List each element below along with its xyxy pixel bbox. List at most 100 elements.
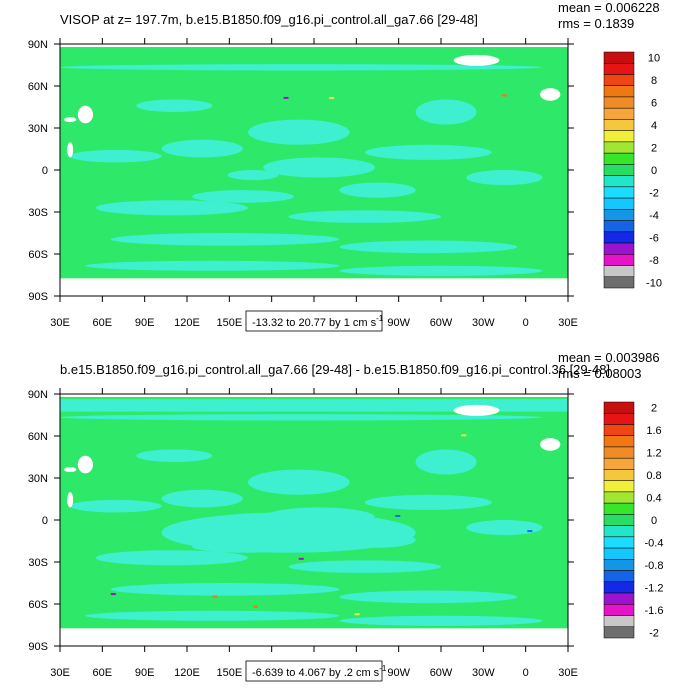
no-data-region bbox=[60, 44, 568, 48]
x-tick-label: 120E bbox=[174, 317, 200, 329]
colorbar-swatch bbox=[603, 514, 635, 526]
land-mask bbox=[540, 438, 561, 451]
anomaly-region bbox=[192, 190, 294, 203]
x-tick-label: 30W bbox=[472, 317, 495, 329]
colorbar-label: 2 bbox=[651, 403, 657, 415]
anomaly-region bbox=[95, 200, 248, 216]
colorbar-swatch bbox=[603, 141, 635, 154]
anomaly-region bbox=[136, 449, 213, 463]
land-mask bbox=[67, 142, 74, 158]
chart-panel-1: 30E60E90E120E150E180150W120W90W60W30W030… bbox=[28, 0, 662, 332]
x-tick-label: 150E bbox=[216, 667, 242, 679]
colorbar-label: -1.6 bbox=[645, 605, 664, 617]
land-mask bbox=[77, 105, 94, 124]
x-tick-label: 0 bbox=[523, 667, 529, 679]
colorbar-swatch bbox=[603, 491, 635, 504]
x-tick-label: 90W bbox=[387, 667, 410, 679]
anomaly-region bbox=[364, 494, 492, 510]
x-tick-label: 120E bbox=[174, 667, 200, 679]
y-tick-label: 90S bbox=[28, 641, 48, 653]
data-point bbox=[283, 96, 289, 99]
y-tick-label: 30S bbox=[28, 557, 48, 569]
colorbar-swatch bbox=[603, 401, 635, 414]
x-tick-label: 30W bbox=[472, 667, 495, 679]
colorbar-label: 0.4 bbox=[646, 493, 661, 505]
anomaly-region bbox=[85, 260, 340, 271]
data-point bbox=[110, 593, 116, 596]
anomaly-region bbox=[161, 139, 243, 158]
colorbar-swatch bbox=[603, 547, 635, 560]
land-mask bbox=[540, 88, 561, 101]
land-mask bbox=[67, 492, 74, 508]
x-tick-label: 90E bbox=[135, 317, 155, 329]
anomaly-region bbox=[60, 399, 568, 412]
colorbar-label: -2 bbox=[649, 627, 659, 639]
chart-title: VISOP at z= 197.7m, b.e15.B1850.f09_g16.… bbox=[60, 12, 478, 27]
colorbar-swatch bbox=[603, 469, 635, 481]
y-tick-label: 90S bbox=[28, 291, 48, 303]
y-tick-label: 60N bbox=[28, 81, 48, 93]
colorbar-swatch bbox=[603, 276, 635, 289]
rms-stat: rms = 0.08003 bbox=[558, 366, 641, 381]
colorbar-swatch bbox=[603, 242, 635, 255]
colorbar-label: 4 bbox=[651, 120, 657, 132]
anomaly-region bbox=[59, 64, 543, 71]
x-tick-label: 60W bbox=[430, 317, 453, 329]
colorbar-label: 0.8 bbox=[646, 470, 661, 482]
anomaly-region bbox=[263, 157, 375, 178]
data-point bbox=[527, 530, 533, 533]
colorbar-swatch bbox=[603, 175, 635, 188]
colorbar-swatch bbox=[603, 424, 635, 436]
colorbar-swatch bbox=[603, 107, 635, 120]
colorbar-label: -1.2 bbox=[645, 582, 664, 594]
anomaly-region bbox=[110, 233, 340, 246]
colorbar-swatch bbox=[603, 209, 635, 221]
colorbar-swatch bbox=[603, 220, 635, 233]
land-mask bbox=[64, 467, 77, 473]
anomaly-region bbox=[364, 144, 492, 160]
range-label-box bbox=[245, 310, 383, 332]
x-tick-label: 60E bbox=[93, 667, 113, 679]
colorbar-swatch bbox=[603, 265, 635, 278]
colorbar-label: 2 bbox=[651, 143, 657, 155]
colorbar-swatch bbox=[603, 581, 635, 594]
no-data-region bbox=[60, 394, 568, 398]
x-tick-label: 0 bbox=[523, 317, 529, 329]
no-data-region bbox=[60, 278, 568, 296]
anomaly-region bbox=[339, 590, 518, 604]
land-mask bbox=[77, 455, 94, 474]
data-point bbox=[501, 94, 507, 97]
anomaly-region bbox=[227, 170, 279, 181]
anomaly-region bbox=[288, 210, 441, 223]
colorbar-swatch bbox=[603, 51, 635, 64]
data-point bbox=[461, 434, 467, 437]
y-tick-label: 60S bbox=[28, 599, 48, 611]
chart-title: b.e15.B1850.f09_g16.pi_control.all_ga7.6… bbox=[60, 362, 610, 377]
anomaly-region bbox=[136, 99, 213, 113]
anomaly-region bbox=[85, 610, 340, 621]
x-tick-label: 30E bbox=[50, 667, 70, 679]
x-tick-label: 30E bbox=[558, 317, 578, 329]
colorbar-swatch bbox=[603, 435, 635, 448]
y-tick-label: 30N bbox=[28, 473, 48, 485]
colorbar-swatch bbox=[603, 480, 635, 493]
colorbar-swatch bbox=[603, 457, 635, 470]
colorbar-swatch bbox=[603, 119, 635, 131]
land-mask bbox=[453, 54, 500, 66]
colorbar-swatch bbox=[603, 130, 635, 143]
colorbar-label: 8 bbox=[651, 75, 657, 87]
anomaly-region bbox=[59, 414, 543, 421]
colorbar-swatch bbox=[603, 502, 635, 515]
colorbar-label: -10 bbox=[646, 277, 662, 289]
colorbar-swatch bbox=[603, 85, 635, 98]
anomaly-region bbox=[161, 489, 243, 508]
anomaly-region bbox=[415, 449, 477, 475]
colorbar-label: -4 bbox=[649, 210, 659, 222]
anomaly-region bbox=[339, 240, 518, 254]
colorbar-swatch bbox=[603, 536, 635, 549]
colorbar-swatch bbox=[603, 570, 635, 583]
colorbar-label: 1.2 bbox=[646, 448, 661, 460]
chart-panel-2: 30E60E90E120E150E180150W120W90W60W30W030… bbox=[28, 350, 664, 682]
anomaly-region bbox=[339, 182, 416, 198]
